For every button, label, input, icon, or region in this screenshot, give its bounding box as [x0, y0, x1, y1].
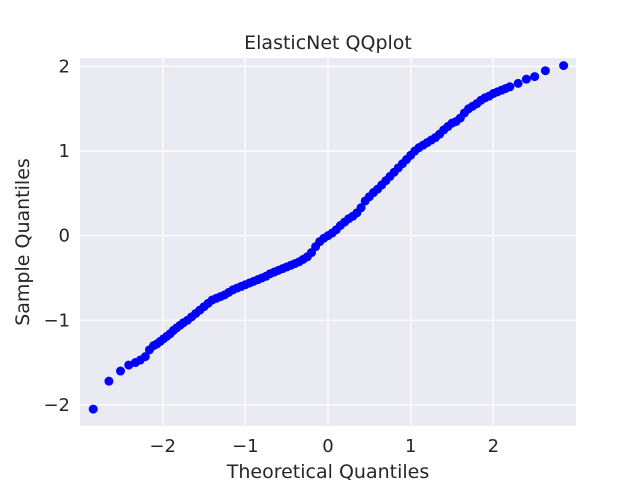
- y-tick-labels: −2 −1 0 1 2: [43, 56, 70, 415]
- chart-title: ElasticNet QQplot: [244, 32, 412, 54]
- data-point: [530, 72, 540, 82]
- data-point: [540, 66, 550, 76]
- y-tick-label: −1: [43, 310, 70, 331]
- y-axis-label: Sample Quantiles: [12, 158, 34, 326]
- x-tick-label: −1: [232, 436, 259, 457]
- data-point: [116, 366, 126, 376]
- data-point: [88, 404, 98, 414]
- y-tick-label: 0: [59, 226, 70, 247]
- data-point: [559, 61, 569, 71]
- data-point: [513, 78, 523, 88]
- scatter-points: [88, 61, 569, 414]
- data-point: [521, 74, 531, 84]
- data-point: [140, 352, 150, 362]
- x-tick-label: 2: [488, 436, 499, 457]
- grid-lines: [80, 58, 576, 426]
- y-tick-label: −2: [43, 395, 70, 416]
- x-axis-label: Theoretical Quantiles: [226, 461, 429, 480]
- y-tick-label: 2: [59, 56, 70, 77]
- data-point: [104, 376, 114, 386]
- x-tick-label: 0: [322, 436, 333, 457]
- x-tick-labels: −2 −1 0 1 2: [149, 436, 499, 457]
- y-tick-label: 1: [59, 141, 70, 162]
- x-tick-label: −2: [149, 436, 176, 457]
- data-point: [505, 82, 515, 92]
- x-tick-label: 1: [405, 436, 416, 457]
- data-point: [356, 203, 366, 213]
